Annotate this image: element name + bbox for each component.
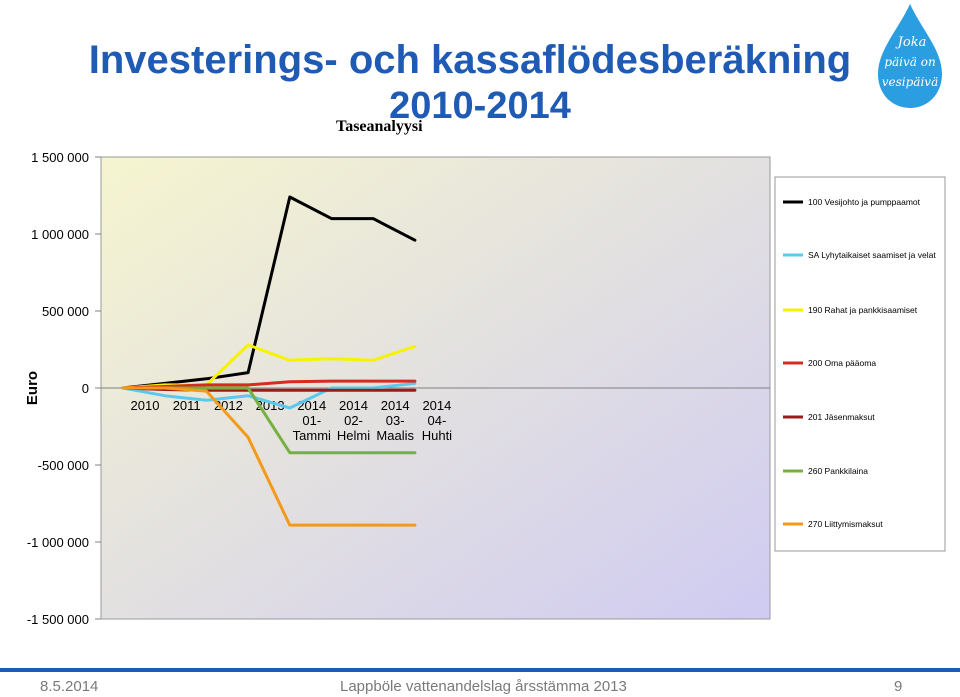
footer-divider bbox=[0, 668, 960, 672]
x-tick-label: 2014 04-Huhti bbox=[422, 398, 452, 443]
logo-text-2: päivä on bbox=[884, 55, 935, 69]
legend-entry: 200 Oma pääoma bbox=[808, 358, 876, 368]
legend-entry: 100 Vesijohto ja pumppaamot bbox=[808, 197, 921, 207]
legend-entry: 270 Liittymismaksut bbox=[808, 519, 883, 529]
y-tick-label: -1 000 000 bbox=[27, 535, 89, 550]
series-line-200-oma-p-oma bbox=[121, 379, 417, 390]
y-tick-label: 0 bbox=[82, 381, 89, 396]
x-tick-label: 2011 bbox=[173, 398, 201, 413]
footer-text: Lappböle vattenandelslag årsstämma 2013 bbox=[340, 678, 627, 695]
legend-entry: 201 Jäsenmaksut bbox=[808, 412, 875, 422]
page-number: 9 bbox=[894, 678, 903, 695]
series-line-sa-lyhytaikaiset-saamiset-ja-velat bbox=[121, 381, 417, 410]
x-tick-label: 2014 01-Tammi bbox=[293, 398, 331, 443]
balance-line-chart: 1 500 000 1 000 000 500 000 0 -500 000 -1 000… bbox=[24, 150, 946, 627]
logo-text-3: vesipäivä bbox=[882, 75, 938, 89]
chart-title: Taseanalyysi bbox=[336, 118, 423, 135]
logo-text-1: Joka bbox=[895, 35, 927, 50]
footer-date: 8.5.2014 bbox=[40, 678, 99, 695]
slide-title-years: 2010-2014 bbox=[389, 85, 571, 127]
y-tick-label: -1 500 000 bbox=[27, 612, 89, 627]
x-tick-label: 2014 03-Maalis bbox=[376, 398, 414, 443]
y-tick-label: 1 500 000 bbox=[31, 150, 89, 165]
y-tick-label: 500 000 bbox=[42, 304, 89, 319]
y-tick-label: 1 000 000 bbox=[31, 227, 89, 242]
water-drop-logo-icon: Joka päivä on vesipäivä bbox=[878, 4, 942, 108]
y-tick-label: -500 000 bbox=[38, 458, 89, 473]
series-line-270-liittymismaksut bbox=[121, 386, 417, 527]
y-axis-label: Euro bbox=[24, 371, 41, 405]
series-line-100-vesijohto-ja-pumppaamot bbox=[121, 195, 417, 390]
x-tick-label: 2014 02-Helmi bbox=[337, 398, 370, 443]
x-tick-label: 2010 bbox=[131, 398, 160, 413]
legend-entry: 190 Rahat ja pankkisaamiset bbox=[808, 305, 918, 315]
legend-entry: 260 Pankkilaina bbox=[808, 466, 868, 476]
legend bbox=[774, 176, 946, 552]
legend-entry: SA Lyhytaikaiset saamiset ja velat bbox=[808, 250, 936, 260]
slide-title: Investerings- och kassaflödesberäkning bbox=[88, 38, 852, 82]
